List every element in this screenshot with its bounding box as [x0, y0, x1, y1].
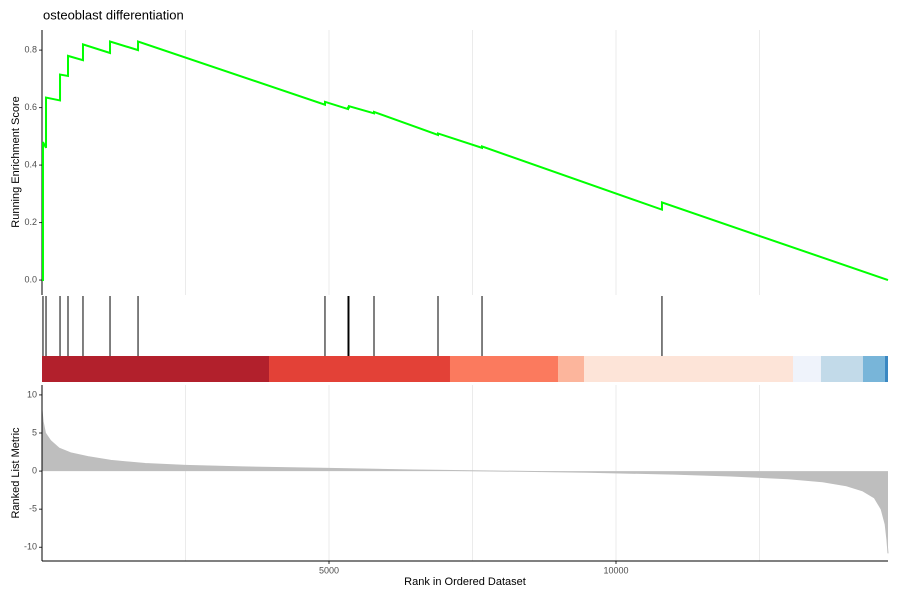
- color-bar-segment: [584, 356, 794, 382]
- color-bar-segment: [884, 356, 888, 382]
- y-axis-label: Ranked List Metric: [10, 427, 22, 519]
- x-tick-label: 5000: [319, 565, 339, 575]
- y-tick-label: 0.8: [24, 44, 37, 54]
- y-tick-label: 0.0: [24, 274, 37, 284]
- y-tick-label: 5: [32, 427, 37, 437]
- enrichment-line: [41, 40, 889, 282]
- color-bar-segment: [42, 356, 270, 382]
- y-tick-label: 10: [27, 389, 37, 399]
- y-axis-label: Running Enrichment Score: [10, 96, 22, 227]
- x-axis-label: Rank in Ordered Dataset: [404, 576, 526, 588]
- x-tick-label: 10000: [603, 565, 628, 575]
- area-fill: [42, 410, 888, 554]
- color-bar-segment: [862, 356, 885, 382]
- chart-title: osteoblast differentiation: [43, 7, 184, 22]
- color-bar-segment: [820, 356, 863, 382]
- y-tick-label: 0: [32, 465, 37, 475]
- metric-line: [41, 410, 889, 554]
- y-tick-label: -10: [24, 542, 37, 552]
- y-tick-label: 0.4: [24, 159, 37, 169]
- y-tick-label: 0.6: [24, 102, 37, 112]
- color-bar-segment: [269, 356, 450, 382]
- color-bar-segment: [793, 356, 821, 382]
- y-tick-label: -5: [29, 504, 37, 514]
- color-bar-segment: [558, 356, 585, 382]
- y-tick-label: 0.2: [24, 217, 37, 227]
- color-bar-segment: [449, 356, 559, 382]
